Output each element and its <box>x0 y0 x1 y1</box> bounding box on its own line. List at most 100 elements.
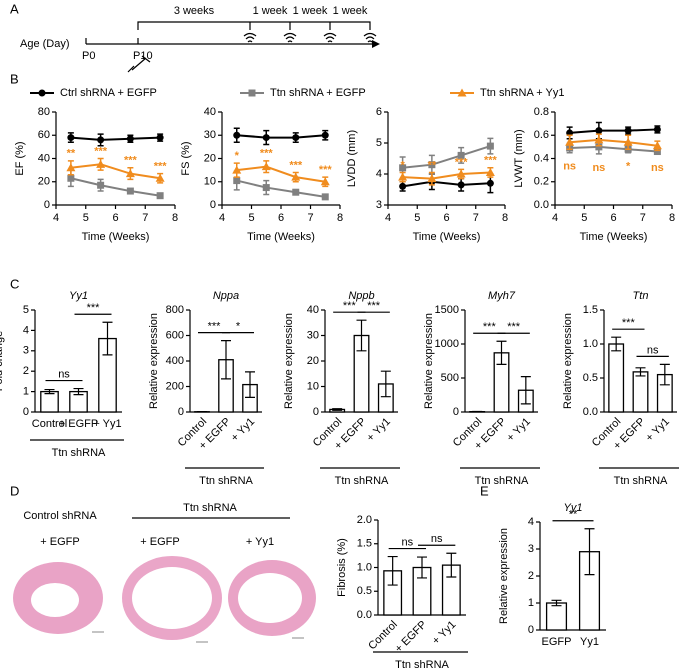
point <box>456 169 466 178</box>
y-tick-label: 40 <box>307 304 319 316</box>
comparison-label: *** <box>483 321 497 333</box>
y-axis-label: Relative expression <box>562 313 574 409</box>
y-tick-label: 2.0 <box>357 514 372 526</box>
point <box>156 192 164 200</box>
point <box>652 141 662 150</box>
x-tick-label: 6 <box>112 212 118 224</box>
y-axis-label: Relative expression <box>148 313 160 409</box>
x-tick-label: + Yy1 <box>365 416 393 444</box>
heart-lumen <box>238 573 302 623</box>
y-tick-label: 500 <box>441 372 459 384</box>
significance-label: ** <box>67 148 76 160</box>
y-tick-label: 0.0 <box>583 406 598 418</box>
significance-label: ns <box>651 162 664 174</box>
y-tick-label: 4 <box>376 168 382 180</box>
point <box>261 162 271 171</box>
x-tick-label: 8 <box>337 212 343 224</box>
point <box>248 89 256 97</box>
comparison-label: ns <box>402 536 414 548</box>
timeline: Age (Day) P0 P10 3 weeks 1 week 1 week 1… <box>20 5 380 73</box>
group-label: Ttn shRNA <box>335 475 389 487</box>
y-tick-label: 4 <box>23 324 29 336</box>
legend-label: Ttn shRNA + Yy1 <box>480 87 564 99</box>
x-axis-label: Time (Weeks) <box>413 231 481 243</box>
y-axis-label: Fibrosis (%) <box>336 538 348 597</box>
comparison-label: ns <box>431 533 443 545</box>
point <box>595 127 603 135</box>
error-bar <box>520 376 531 405</box>
error-bar <box>496 340 507 365</box>
error-bar <box>611 336 622 352</box>
x-tick-label: 5 <box>83 212 89 224</box>
point <box>233 177 241 185</box>
point <box>262 184 270 192</box>
y-axis-label: Relative expression <box>423 313 435 409</box>
syringe-icon <box>127 55 151 73</box>
x-tick-label: EGFP <box>542 636 572 648</box>
interval-label: 1 week <box>253 5 288 17</box>
series-line <box>569 138 658 147</box>
y-tick-label: 400 <box>166 355 184 367</box>
section-label: + EGFP <box>40 536 79 548</box>
x-tick-label: 6 <box>610 212 616 224</box>
y-tick-label: 1500 <box>435 304 459 316</box>
panel-label: A <box>10 1 19 16</box>
y-tick-label: 3 <box>376 199 382 211</box>
y-tick-label: 20 <box>38 176 50 188</box>
x-tick-label: 4 <box>552 212 558 224</box>
point <box>126 135 134 143</box>
chart-title: Nppb <box>348 290 374 302</box>
y-tick-label: 30 <box>204 129 216 141</box>
comparison-label: *** <box>208 321 222 333</box>
series-line <box>569 128 658 134</box>
significance-label: *** <box>484 155 498 167</box>
point <box>428 161 436 169</box>
point <box>486 179 494 187</box>
error-bar <box>659 363 670 386</box>
x-tick-label: 4 <box>385 212 391 224</box>
x-tick-label: 4 <box>53 212 59 224</box>
point <box>457 151 465 159</box>
y-tick-label: 0 <box>453 406 459 418</box>
series-line <box>70 136 161 141</box>
series-line <box>569 145 658 153</box>
y-tick-label: 0.6 <box>534 129 549 141</box>
point <box>233 131 241 139</box>
point <box>321 131 329 139</box>
point <box>427 174 437 183</box>
significance-label: *** <box>124 155 138 167</box>
point <box>38 89 46 97</box>
chart-title: Nppa <box>213 290 239 302</box>
significance-label: ** <box>428 159 437 171</box>
y-tick-label: 0 <box>528 624 534 636</box>
comparison-label: *** <box>343 300 357 312</box>
x-tick-label: Yy1 <box>580 636 599 648</box>
timeline-point: P0 <box>82 50 95 62</box>
y-tick-label: 20 <box>204 152 216 164</box>
y-tick-label: 60 <box>38 129 50 141</box>
x-tick-label: 6 <box>278 212 284 224</box>
error-bar <box>245 371 255 398</box>
x-tick-label: 6 <box>443 212 449 224</box>
error-bar <box>446 552 457 578</box>
y-tick-label: 40 <box>204 106 216 118</box>
x-tick-label: 8 <box>172 212 178 224</box>
y-tick-label: 0.5 <box>583 372 598 384</box>
point <box>292 134 300 142</box>
x-tick-label: Control <box>32 418 67 430</box>
interval-brackets <box>137 21 371 30</box>
bar <box>40 390 59 413</box>
comparison-label: ns <box>647 344 659 356</box>
x-axis-label: Time (Weeks) <box>247 231 315 243</box>
chart-title: Myh7 <box>488 290 516 302</box>
legend-label: Ttn shRNA + EGFP <box>270 87 366 99</box>
series-line <box>402 180 491 188</box>
x-tick-label: + Yy1 <box>430 619 458 647</box>
y-tick-label: 1 <box>23 386 29 398</box>
point <box>291 172 301 181</box>
comparison-label: ns <box>58 368 70 380</box>
point <box>262 134 270 142</box>
error-bar <box>44 388 55 395</box>
x-tick-label: + Yy1 <box>505 416 533 444</box>
